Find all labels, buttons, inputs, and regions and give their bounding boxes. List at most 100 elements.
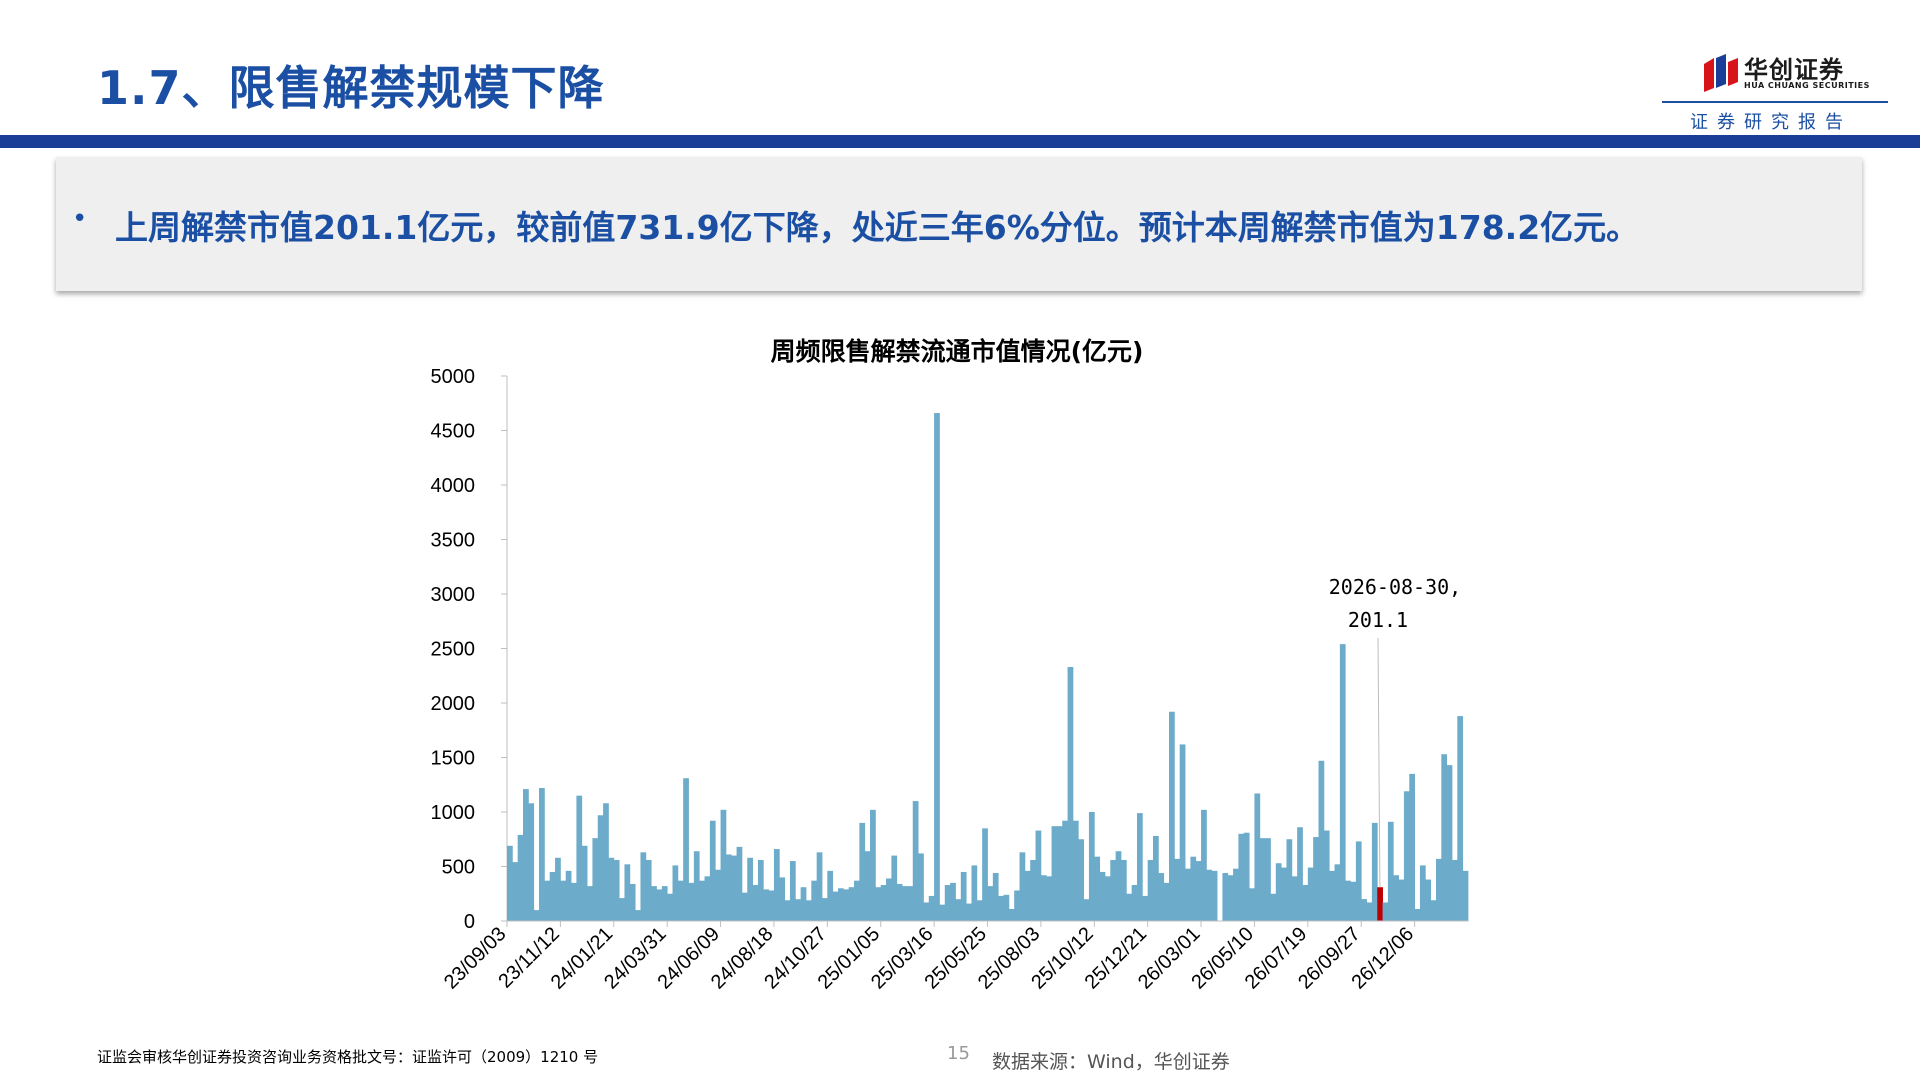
bar	[1163, 882, 1170, 921]
bar	[747, 857, 753, 921]
bar	[1297, 827, 1303, 921]
bar	[886, 878, 892, 921]
bar	[1275, 863, 1282, 921]
bar	[1030, 859, 1036, 921]
bar	[512, 862, 519, 921]
bar	[1441, 754, 1448, 921]
bar	[683, 778, 689, 921]
bar	[854, 880, 860, 921]
bar	[699, 880, 705, 921]
bar	[1323, 830, 1330, 921]
bar	[1350, 881, 1357, 921]
bar	[1355, 841, 1362, 921]
bar	[1040, 875, 1047, 921]
bar	[635, 910, 641, 921]
bar	[1201, 809, 1207, 921]
bar	[613, 859, 620, 921]
bar	[1142, 895, 1149, 921]
logo-english-name: HUA CHUANG SECURITIES	[1744, 81, 1870, 90]
bar	[1179, 744, 1186, 921]
highlight-bar	[1377, 887, 1383, 921]
bar	[859, 822, 866, 921]
bar	[1008, 909, 1015, 921]
y-tick-label: 3500	[431, 530, 476, 552]
bar	[982, 828, 988, 921]
bar	[741, 892, 748, 921]
bar	[944, 885, 951, 921]
bar	[1366, 902, 1373, 921]
bar	[998, 895, 1004, 921]
bar	[624, 864, 631, 921]
y-axis: 0 500 1000 1500 2000 2500 3000 3500 4000 4500 5000	[431, 366, 508, 933]
bar	[1387, 821, 1394, 921]
bar	[757, 859, 764, 921]
bar	[507, 845, 513, 921]
y-tick-label: 1000	[431, 802, 476, 824]
bar	[816, 852, 823, 921]
bar	[1195, 861, 1202, 921]
bar	[773, 849, 780, 921]
bar	[918, 853, 924, 921]
bar	[1046, 876, 1052, 921]
bar	[784, 900, 791, 921]
bar	[827, 870, 834, 921]
bar	[1329, 870, 1335, 921]
bar	[1088, 812, 1095, 921]
bar	[517, 834, 524, 921]
y-tick-label: 2500	[431, 639, 476, 661]
bar	[1227, 875, 1234, 921]
bar	[966, 903, 972, 921]
bar	[1446, 765, 1453, 921]
bar	[709, 820, 716, 921]
bar	[571, 882, 577, 921]
bar	[1120, 859, 1127, 921]
bar	[704, 876, 711, 921]
annotation-label-value: 201.1	[1348, 608, 1408, 632]
bar	[661, 886, 668, 921]
bar	[1403, 791, 1410, 921]
bar	[629, 883, 636, 921]
summary-bullet: •	[72, 204, 88, 234]
logo-chinese-name: 华创证券	[1744, 56, 1844, 84]
bar	[1462, 870, 1469, 921]
y-tick-label: 4000	[431, 475, 476, 497]
bar	[789, 861, 796, 921]
bar	[1457, 716, 1464, 921]
bar	[672, 865, 679, 921]
bar	[1099, 871, 1106, 921]
bar	[805, 900, 812, 921]
bar	[1265, 838, 1271, 921]
bar	[800, 887, 807, 921]
page-number: 15	[947, 1043, 970, 1064]
bar	[987, 886, 994, 921]
bar	[1393, 875, 1399, 921]
bar	[1019, 852, 1026, 921]
summary-text: 上周解禁市值201.1亿元，较前值731.9亿下降，处近三年6%分位。预计本周解…	[115, 208, 1640, 247]
bar	[533, 910, 540, 921]
bar	[581, 845, 588, 921]
bar	[1302, 885, 1309, 921]
bar	[555, 857, 561, 921]
bar	[875, 887, 882, 921]
bar	[731, 855, 737, 921]
summary-box: • 上周解禁市值201.1亿元，较前值731.9亿下降，处近三年6%分位。预计本…	[56, 157, 1862, 291]
data-source: 数据来源：Wind，华创证券	[992, 1051, 1230, 1073]
bar	[1281, 867, 1287, 921]
bar	[715, 869, 721, 921]
bar	[1083, 899, 1090, 921]
bar	[1136, 813, 1143, 921]
bar	[1307, 867, 1314, 921]
bar	[838, 888, 844, 921]
bar	[603, 803, 609, 921]
bar	[1024, 870, 1031, 921]
bar	[1345, 880, 1351, 921]
y-tick-label: 2000	[431, 693, 476, 715]
bar	[843, 889, 850, 921]
bar	[1131, 885, 1138, 921]
bar	[992, 873, 999, 921]
y-tick-label: 3000	[431, 584, 476, 606]
bar	[1238, 833, 1245, 921]
bar	[1014, 890, 1020, 921]
y-tick-label: 500	[442, 857, 475, 879]
bar	[528, 803, 535, 921]
